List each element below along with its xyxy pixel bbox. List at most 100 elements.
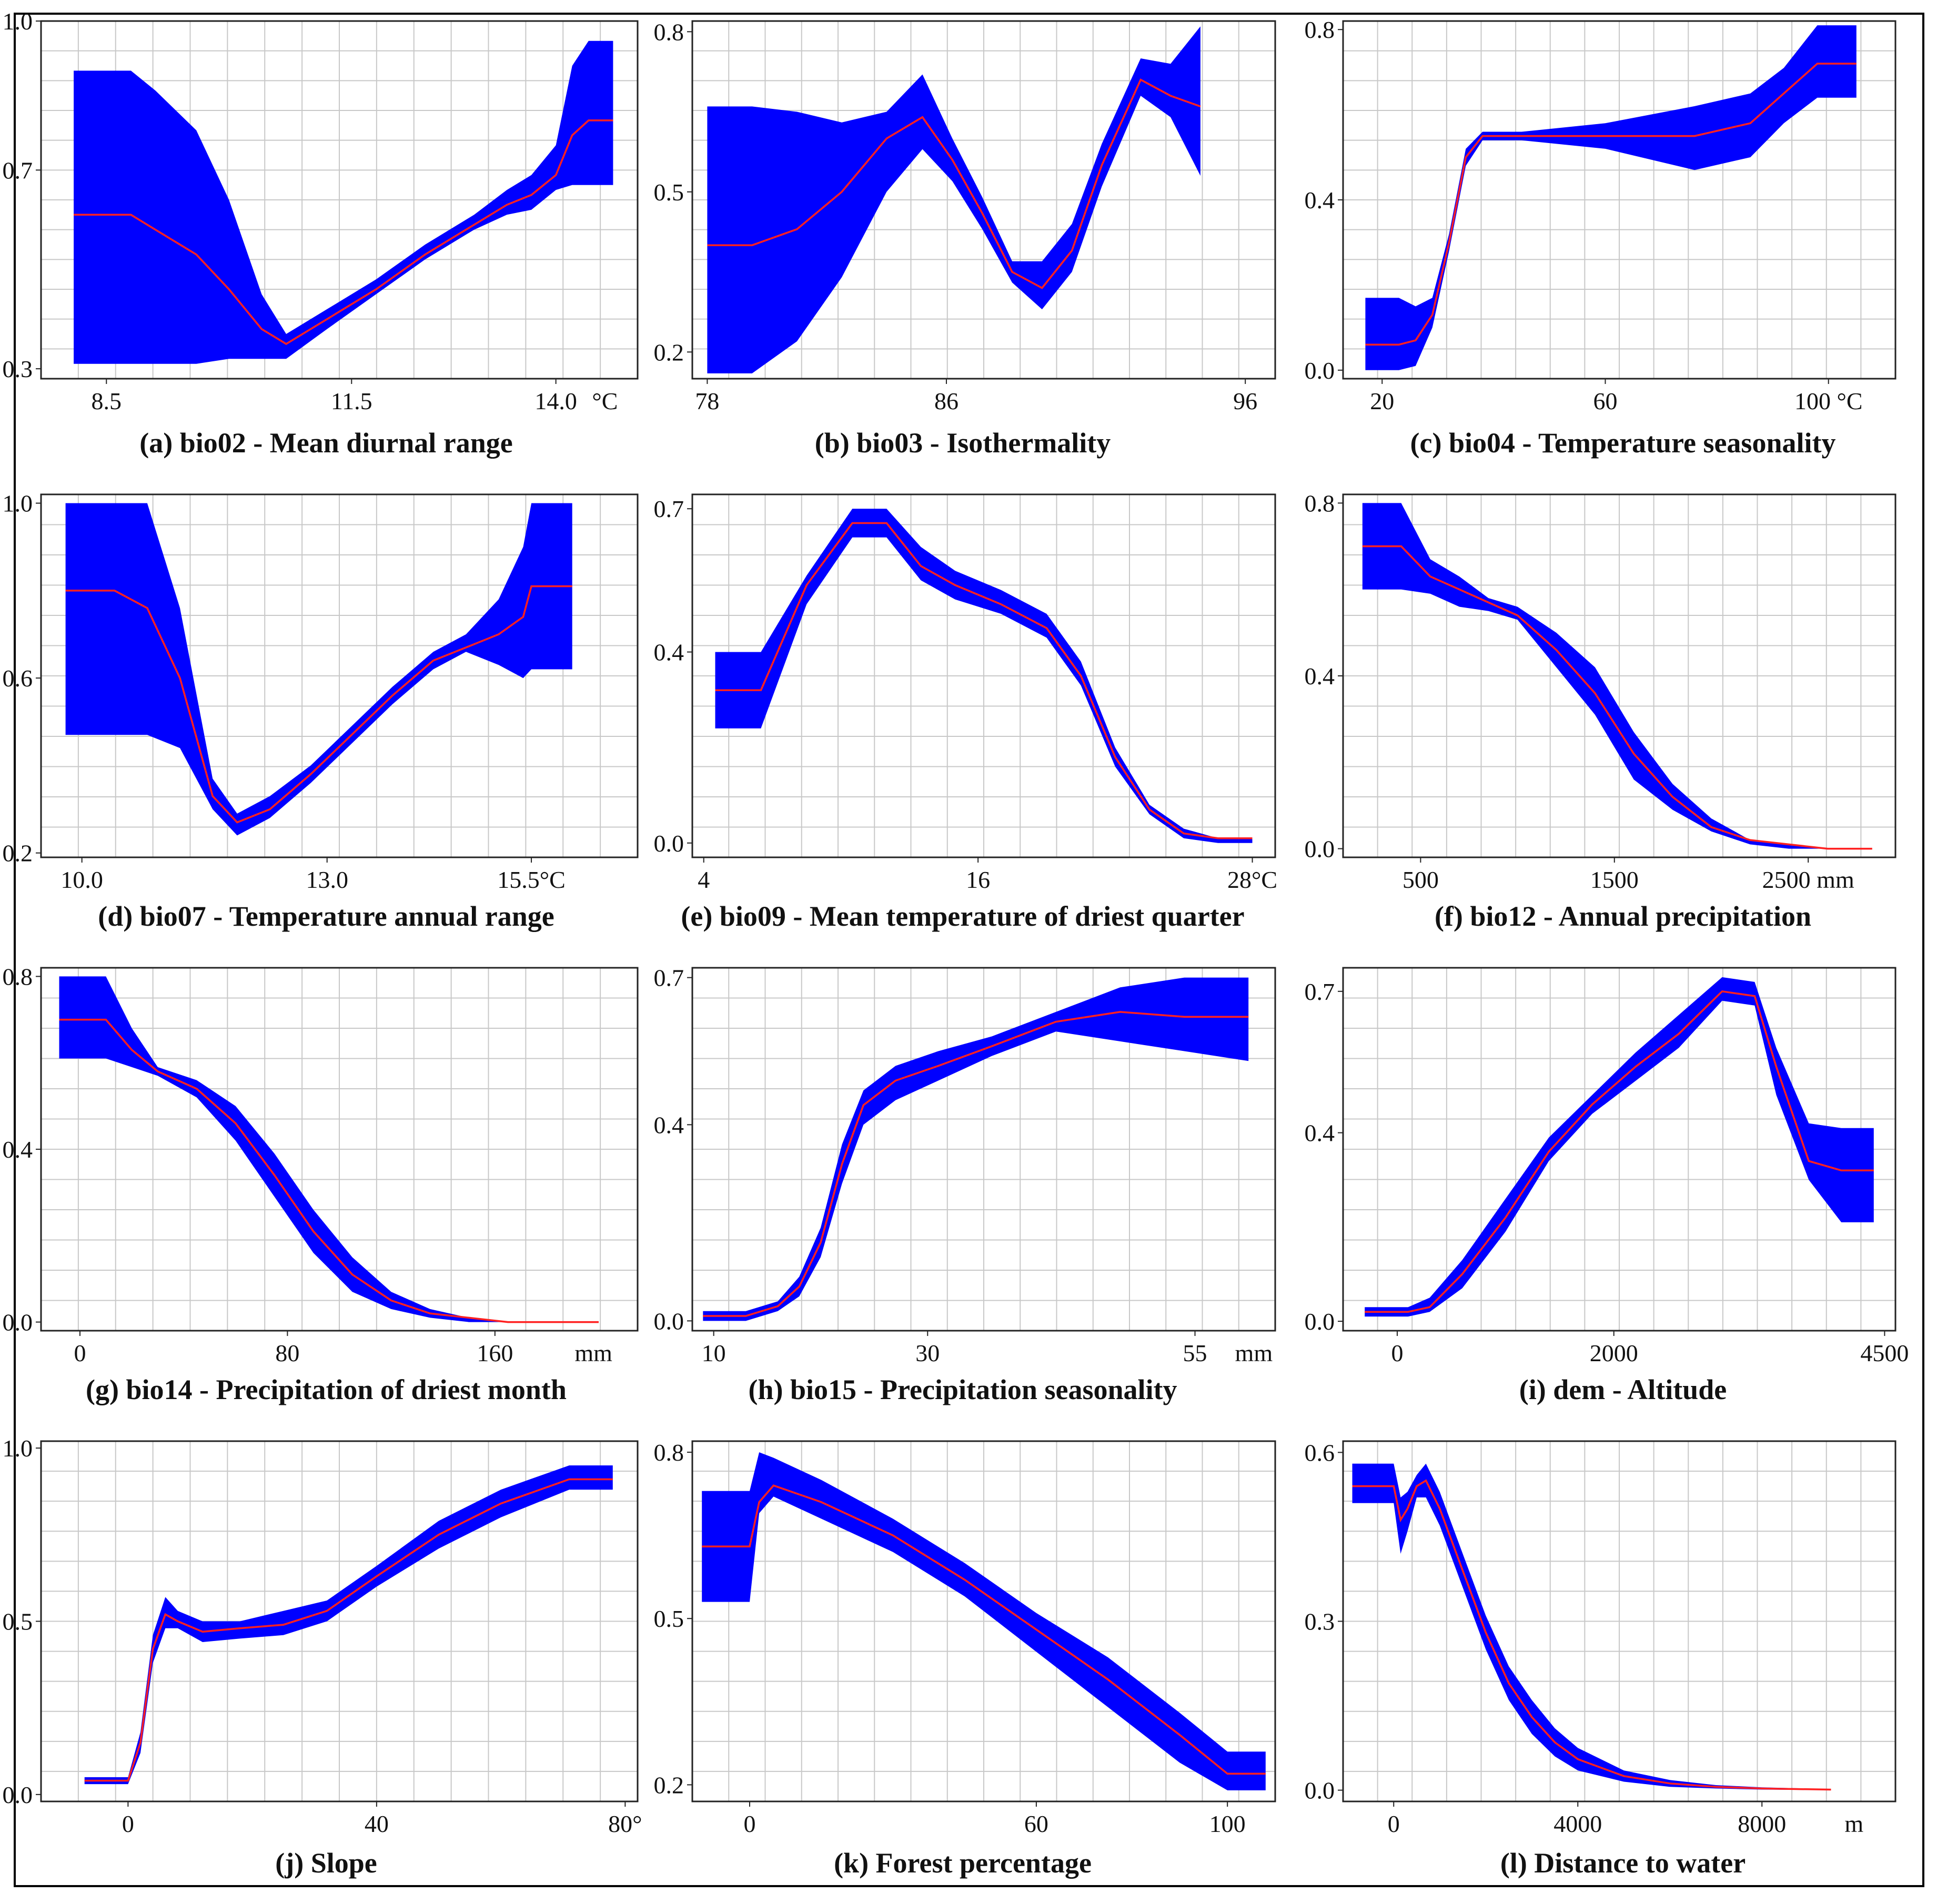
y-tick-label: 0.0: [654, 1308, 684, 1334]
plot-frame: [691, 20, 1276, 380]
mean-response-line: [59, 1018, 599, 1323]
mean-response-line: [703, 1011, 1249, 1317]
panels-container: 8.5 11.5 14.0 0.3 0.7 1.0 °C (a) bio02 - Mean d…: [3, 8, 1909, 1879]
y-tick-label: 0.8: [654, 18, 684, 45]
x-tick-label: 8000: [1738, 1810, 1786, 1837]
confidence-band: [715, 509, 1253, 843]
x-unit-label: mm: [1235, 1340, 1273, 1366]
x-tick-label: 4500: [1860, 1340, 1909, 1366]
plot-frame: [691, 493, 1276, 858]
y-tick-label: 0.5: [3, 1608, 33, 1635]
y-tick-label: 0.8: [1305, 16, 1335, 43]
panel-caption: (j) Slope: [275, 1847, 377, 1879]
panel-i: 0 2000 4500 0.0 0.4 0.7 (i) dem - Altitude: [1305, 967, 1909, 1405]
y-tick-label: 0.0: [1305, 357, 1335, 384]
panel-caption: (l) Distance to water: [1500, 1847, 1746, 1879]
x-tick-label: 60: [1593, 388, 1617, 414]
x-tick-label: 0: [1391, 1340, 1403, 1366]
y-tick-label: 1.0: [3, 8, 33, 35]
x-tick-label: 80°: [608, 1810, 642, 1837]
x-tick-label: 40: [365, 1810, 389, 1837]
y-tick-label: 0.0: [1305, 1777, 1335, 1804]
x-tick-label: 60: [1024, 1810, 1048, 1837]
confidence-band: [74, 40, 613, 364]
confidence-band: [1362, 503, 1872, 849]
x-tick-label: 28°C: [1227, 866, 1277, 893]
panel-d: 10.0 13.0 15.5°C 0.2 0.6 1.0 (d) bio07 - Tempe…: [3, 490, 639, 932]
confidence-band: [1365, 977, 1874, 1317]
x-tick-label: 500: [1403, 866, 1439, 893]
x-tick-label: 8.5: [92, 388, 122, 414]
x-unit-label: m: [1844, 1810, 1863, 1837]
y-tick-label: 0.7: [1305, 978, 1335, 1005]
y-tick-label: 1.0: [3, 490, 33, 517]
x-tick-label: 2500 mm: [1762, 866, 1854, 893]
y-tick-label: 0.4: [1305, 1120, 1335, 1147]
mean-response-line: [702, 1484, 1266, 1775]
confidence-band: [707, 26, 1200, 373]
x-tick-label: 30: [915, 1340, 940, 1366]
panel-j: 0 40 80° 0.0 0.5 1.0 (j) Slope: [3, 1435, 642, 1879]
y-tick-label: 0.0: [1305, 836, 1335, 863]
y-tick-label: 0.6: [1305, 1439, 1335, 1466]
x-unit-label: mm: [574, 1340, 612, 1366]
panel-h: 10 30 55 0.0 0.4 0.7 mm (h) bio15 - Precipitati…: [654, 965, 1276, 1405]
y-tick-label: 0.0: [1305, 1308, 1335, 1335]
panel-caption: (a) bio02 - Mean diurnal range: [139, 427, 513, 459]
mean-response-line: [1352, 1479, 1831, 1791]
mean-response-line: [65, 585, 572, 824]
confidence-band: [703, 977, 1249, 1321]
panel-caption: (e) bio09 - Mean temperature of driest q…: [681, 900, 1244, 932]
panel-caption: (g) bio14 - Precipitation of driest mont…: [86, 1374, 567, 1405]
y-tick-label: 0.7: [654, 965, 684, 991]
y-tick-label: 0.4: [1305, 187, 1335, 214]
y-tick-label: 0.4: [654, 1111, 684, 1138]
x-tick-label: 20: [1370, 388, 1394, 414]
plot-frame: [691, 1440, 1276, 1802]
x-tick-label: 13.0: [306, 866, 348, 893]
x-tick-label: 0: [743, 1810, 755, 1837]
plot-frame: [1342, 967, 1896, 1332]
mean-response-line: [715, 522, 1253, 839]
x-tick-label: 0: [122, 1810, 134, 1837]
panel-f: 500 1500 2500 mm 0.0 0.4 0.8 (f) bio12 - Annua…: [1305, 490, 1896, 932]
panel-l: 0 4000 8000 0.0 0.3 0.6 m (l) Distance to water: [1305, 1439, 1896, 1879]
panel-caption: (i) dem - Altitude: [1519, 1374, 1727, 1405]
panel-b: 78 86 96 0.2 0.5 0.8 (b) bio03 - Isothermality: [654, 18, 1276, 459]
outer-border: [14, 13, 1924, 1887]
plot-frame: [40, 20, 639, 380]
panel-caption: (d) bio07 - Temperature annual range: [98, 900, 554, 932]
y-tick-label: 0.8: [1305, 490, 1335, 516]
x-tick-label: 100 °C: [1794, 388, 1863, 414]
x-tick-label: 0: [1388, 1810, 1400, 1837]
x-tick-label: 11.5: [331, 388, 372, 414]
y-tick-label: 0.3: [3, 356, 33, 382]
y-tick-label: 0.4: [654, 639, 684, 666]
x-unit-label: °C: [592, 388, 618, 414]
x-tick-label: 100: [1209, 1810, 1246, 1837]
y-tick-label: 0.3: [1305, 1608, 1335, 1635]
mean-response-line: [74, 119, 613, 345]
y-tick-label: 0.2: [654, 1771, 684, 1798]
mean-response-line: [707, 78, 1201, 289]
confidence-band: [59, 976, 599, 1322]
x-tick-label: 14.0: [534, 388, 577, 414]
y-tick-label: 0.2: [654, 339, 684, 366]
y-tick-label: 0.5: [654, 1605, 684, 1632]
x-tick-label: 55: [1183, 1340, 1207, 1366]
mean-response-line: [1365, 990, 1874, 1313]
panel-k: 0 60 100 0.2 0.5 0.8 (k) Forest percentage: [654, 1439, 1276, 1879]
y-tick-label: 0.4: [1305, 663, 1335, 690]
panel-caption: (k) Forest percentage: [834, 1847, 1092, 1879]
y-tick-label: 0.7: [654, 495, 684, 522]
x-tick-label: 15.5°C: [497, 866, 566, 893]
x-tick-label: 96: [1233, 388, 1257, 414]
y-tick-label: 0.5: [654, 179, 684, 206]
x-tick-label: 2000: [1590, 1340, 1638, 1366]
y-tick-label: 0.8: [3, 963, 33, 990]
y-tick-label: 0.4: [3, 1136, 33, 1163]
x-tick-label: 160: [477, 1340, 513, 1366]
panel-e: 4 16 28°C 0.0 0.4 0.7 (e) bio09 - Mean tempera…: [654, 493, 1277, 932]
confidence-band: [65, 503, 572, 836]
y-tick-label: 0.2: [3, 840, 33, 867]
